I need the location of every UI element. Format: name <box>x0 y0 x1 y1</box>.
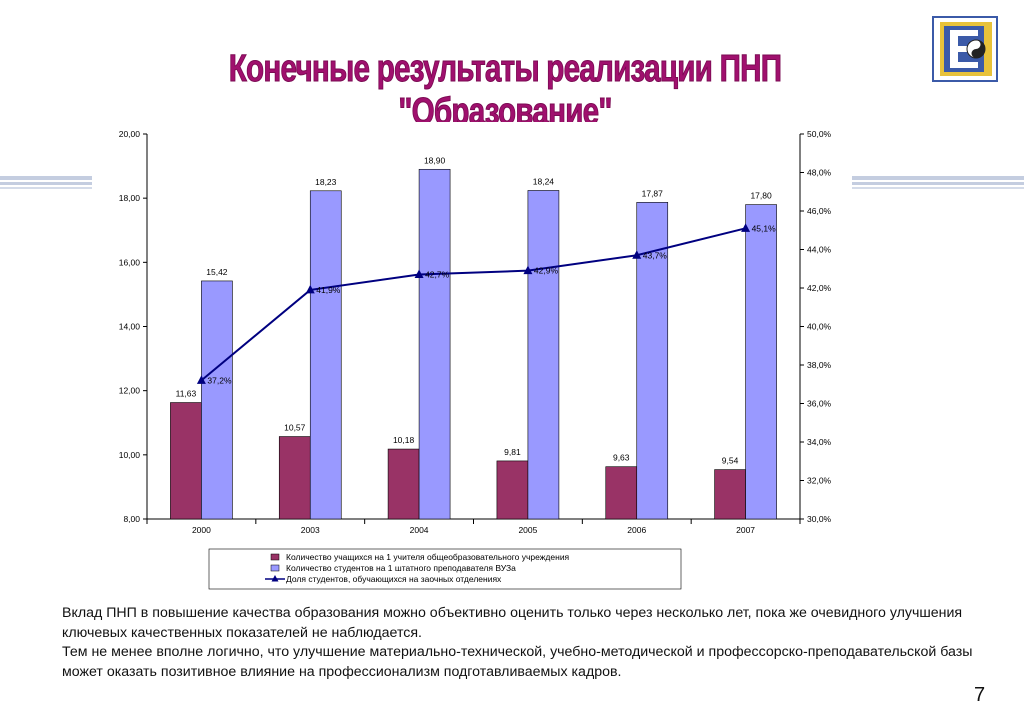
bar-series-1 <box>387 448 420 520</box>
legend-label-series-2: Количество студентов на 1 штатного препо… <box>286 563 516 573</box>
y-left-tick-label: 12,00 <box>119 386 141 396</box>
y-right-tick-label: 48,0% <box>807 168 832 178</box>
bar-series-2-label: 15,42 <box>206 267 228 277</box>
line-series-3-label: 37,2% <box>207 375 232 385</box>
y-left-tick-label: 10,00 <box>119 450 141 460</box>
page-number: 7 <box>974 684 986 706</box>
bar-series-2 <box>309 190 342 520</box>
logo-icon <box>932 16 998 82</box>
combo-chart: 8,00 10,00 12,00 14,00 16,00 18,00 20,00 30,0% 3… <box>92 122 852 590</box>
line-series-3-marker <box>305 284 315 294</box>
y-left-tick-label: 20,00 <box>119 129 141 139</box>
line-series-3-marker <box>632 250 642 259</box>
y-right-tick-label: 34,0% <box>807 437 832 447</box>
bar-series-2-label: 18,23 <box>315 177 337 187</box>
bar-series-2-label: 17,80 <box>750 191 772 201</box>
x-tick-label: 2003 <box>301 525 320 535</box>
bar-series-2-label: 18,24 <box>533 176 555 186</box>
bar-series-1-label: 10,18 <box>393 435 415 445</box>
y-right-tick-label: 40,0% <box>807 322 832 332</box>
y-right-tick-label: 50,0% <box>807 129 832 139</box>
y-right-tick-label: 30,0% <box>807 514 832 524</box>
y-left-tick-label: 14,00 <box>119 322 141 332</box>
legend-swatch-series-2 <box>270 564 280 572</box>
bar-series-1 <box>496 460 529 520</box>
line-series-3-label: 41,9% <box>316 285 341 295</box>
x-tick-label: 2004 <box>410 525 429 535</box>
slide-title: Конечные результаты реализации ПНП "Обра… <box>228 48 782 134</box>
paragraph-2: Тем не менее вполне логично, что улучшен… <box>62 644 973 680</box>
line-series-3-marker <box>523 265 533 275</box>
y-right-tick-label: 38,0% <box>807 360 832 370</box>
y-left-tick-label: 18,00 <box>119 193 141 203</box>
line-series-3-marker <box>741 223 751 232</box>
paragraph-1: Вклад ПНП в повышение качества образован… <box>62 605 963 641</box>
bar-series-2 <box>745 204 777 520</box>
bar-series-1 <box>278 436 311 520</box>
x-tick-label: 2005 <box>518 525 537 535</box>
y-left-tick-label: 16,00 <box>119 257 141 267</box>
line-series-3-label: 42,9% <box>534 266 559 276</box>
line-series-3 <box>200 227 746 382</box>
line-series-3-label: 43,7% <box>643 250 668 260</box>
y-right-tick-label: 36,0% <box>807 399 832 409</box>
bar-series-1 <box>170 402 202 520</box>
x-tick-label: 2006 <box>627 525 646 535</box>
y-left-tick-label: 8,00 <box>123 514 140 524</box>
line-series-3-marker <box>196 375 206 384</box>
line-series-3-label: 42,7% <box>425 270 450 280</box>
line-series-3-label: 45,1% <box>752 223 777 233</box>
x-tick-label: 2007 <box>736 525 755 535</box>
bar-series-1-label: 9,54 <box>722 456 739 466</box>
bar-series-2-label: 17,87 <box>642 188 664 198</box>
line-series-3-marker <box>414 269 424 279</box>
bar-series-1-label: 9,81 <box>504 447 521 457</box>
bar-series-2 <box>201 280 233 520</box>
bar-series-2 <box>636 202 669 520</box>
chart-panel: 8,00 10,00 12,00 14,00 16,00 18,00 20,00 30,0% 3… <box>92 122 852 590</box>
legend-box <box>208 548 682 590</box>
plot-area <box>147 134 800 519</box>
slide-body-text: Вклад ПНП в повышение качества образован… <box>62 604 982 682</box>
y-right-tick-label: 32,0% <box>807 476 832 486</box>
y-right-tick-label: 46,0% <box>807 206 832 216</box>
bar-series-1-label: 10,57 <box>284 423 306 433</box>
legend-label-series-3: Доля студентов, обучающихся на заочных о… <box>286 574 502 584</box>
bar-series-1-label: 9,63 <box>613 453 630 463</box>
y-right-tick-label: 42,0% <box>807 283 832 293</box>
legend-label-series-1: Количество учащихся на 1 учителя общеобр… <box>286 552 570 562</box>
bar-series-1 <box>714 469 746 520</box>
legend-swatch-series-1 <box>270 553 280 561</box>
x-tick-label: 2000 <box>192 525 211 535</box>
y-right-tick-label: 44,0% <box>807 245 832 255</box>
chart-svg: 8,00 10,00 12,00 14,00 16,00 18,00 20,00 30,0% 3… <box>119 129 832 590</box>
bar-series-1 <box>605 466 638 520</box>
bar-series-2 <box>418 168 451 520</box>
bar-series-2 <box>527 190 560 520</box>
bar-series-1-label: 11,63 <box>176 389 197 399</box>
legend-swatch-series-3-marker <box>271 575 279 582</box>
bar-series-2-label: 18,90 <box>424 155 446 165</box>
